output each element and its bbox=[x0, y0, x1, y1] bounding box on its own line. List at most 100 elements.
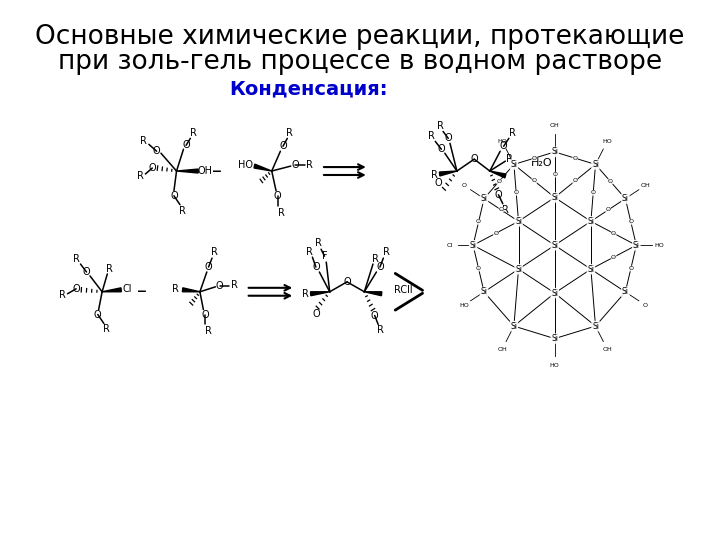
Text: O: O bbox=[532, 156, 537, 161]
Text: O: O bbox=[629, 219, 634, 225]
Text: O: O bbox=[438, 144, 445, 154]
Text: Si: Si bbox=[622, 194, 629, 203]
Text: O: O bbox=[312, 308, 320, 319]
Text: R: R bbox=[302, 289, 309, 299]
Text: O: O bbox=[500, 141, 508, 151]
Text: O: O bbox=[182, 140, 190, 150]
Text: R: R bbox=[383, 247, 390, 257]
Text: O: O bbox=[532, 178, 537, 184]
Text: R: R bbox=[205, 326, 212, 336]
Text: O: O bbox=[444, 133, 452, 143]
Text: R: R bbox=[172, 284, 179, 294]
Text: Si: Si bbox=[515, 217, 522, 226]
Text: O: O bbox=[476, 266, 481, 271]
Text: O: O bbox=[279, 141, 287, 151]
Text: OH: OH bbox=[603, 347, 612, 352]
Text: OH: OH bbox=[197, 166, 212, 176]
Text: Si: Si bbox=[552, 288, 558, 298]
Text: Si: Si bbox=[480, 194, 487, 203]
Text: Si: Si bbox=[592, 160, 599, 169]
Text: OH: OH bbox=[550, 123, 559, 127]
Text: R: R bbox=[377, 326, 384, 335]
Text: O: O bbox=[572, 156, 577, 161]
Text: R: R bbox=[59, 290, 66, 300]
Text: при золь-гель процессе в водном растворе: при золь-гель процессе в водном растворе bbox=[58, 49, 662, 75]
Text: R: R bbox=[428, 131, 434, 141]
Polygon shape bbox=[490, 171, 506, 178]
Text: Si: Si bbox=[515, 265, 522, 274]
Text: R: R bbox=[211, 247, 218, 257]
Polygon shape bbox=[182, 288, 200, 292]
Text: O: O bbox=[606, 207, 611, 212]
Text: O: O bbox=[148, 163, 156, 173]
Text: R: R bbox=[509, 129, 516, 138]
Text: Основные химические реакции, протекающие: Основные химические реакции, протекающие bbox=[35, 24, 685, 50]
Text: O: O bbox=[476, 219, 481, 225]
Text: O: O bbox=[434, 178, 441, 188]
Text: O: O bbox=[608, 179, 613, 184]
Polygon shape bbox=[102, 288, 121, 292]
Text: O: O bbox=[202, 309, 209, 320]
Text: Si: Si bbox=[552, 193, 558, 202]
Text: O: O bbox=[216, 281, 224, 291]
Text: O: O bbox=[629, 266, 634, 271]
Text: O: O bbox=[343, 277, 351, 287]
Text: O: O bbox=[72, 284, 80, 294]
Text: R: R bbox=[437, 120, 444, 131]
Text: Si: Si bbox=[510, 322, 518, 330]
Text: Si: Si bbox=[480, 287, 487, 296]
Text: R: R bbox=[315, 238, 322, 248]
Text: O: O bbox=[462, 183, 467, 188]
Text: RCll: RCll bbox=[394, 285, 413, 295]
Text: O: O bbox=[170, 191, 178, 201]
Text: Si: Si bbox=[588, 217, 595, 226]
Text: HO: HO bbox=[498, 139, 507, 144]
Text: Si: Si bbox=[552, 241, 558, 250]
Text: O: O bbox=[470, 154, 478, 164]
Text: O: O bbox=[204, 262, 212, 272]
Text: O: O bbox=[153, 146, 161, 156]
Text: R: R bbox=[106, 264, 112, 274]
Text: Si: Si bbox=[552, 334, 558, 343]
Text: O: O bbox=[292, 160, 299, 170]
Text: OH: OH bbox=[498, 347, 507, 352]
Text: O: O bbox=[590, 191, 595, 195]
Text: OH: OH bbox=[641, 183, 650, 188]
Text: HO: HO bbox=[550, 363, 559, 368]
Text: O: O bbox=[94, 309, 102, 320]
Text: Si: Si bbox=[552, 147, 558, 157]
Text: HO: HO bbox=[238, 160, 253, 170]
Text: R: R bbox=[307, 160, 313, 170]
Polygon shape bbox=[176, 169, 198, 173]
Text: O: O bbox=[611, 255, 616, 260]
Text: F: F bbox=[322, 251, 328, 261]
Text: O: O bbox=[552, 172, 557, 177]
Text: R: R bbox=[103, 325, 110, 334]
Polygon shape bbox=[439, 171, 457, 176]
Text: HO: HO bbox=[654, 243, 665, 248]
Text: O: O bbox=[643, 303, 648, 308]
Text: R: R bbox=[140, 136, 147, 146]
Polygon shape bbox=[364, 292, 382, 296]
Text: R: R bbox=[506, 154, 513, 164]
Text: HO: HO bbox=[603, 139, 612, 144]
Text: O: O bbox=[376, 262, 384, 272]
Text: Cl: Cl bbox=[446, 243, 453, 248]
Text: –: – bbox=[137, 282, 147, 301]
Text: R: R bbox=[278, 207, 284, 218]
Text: R: R bbox=[287, 129, 293, 138]
Text: O: O bbox=[493, 231, 498, 236]
Text: R: R bbox=[231, 280, 238, 290]
Polygon shape bbox=[254, 164, 271, 171]
Text: Si: Si bbox=[592, 322, 599, 330]
Text: O: O bbox=[312, 262, 320, 272]
Text: R: R bbox=[502, 205, 509, 214]
Text: O: O bbox=[495, 190, 503, 200]
Text: O: O bbox=[513, 191, 518, 195]
Text: Конденсация:: Конденсация: bbox=[229, 79, 387, 98]
Text: Cl: Cl bbox=[122, 284, 132, 294]
Text: O: O bbox=[371, 310, 379, 321]
Text: O: O bbox=[611, 231, 616, 236]
Text: Si: Si bbox=[633, 241, 640, 250]
Text: Si: Si bbox=[469, 241, 477, 250]
